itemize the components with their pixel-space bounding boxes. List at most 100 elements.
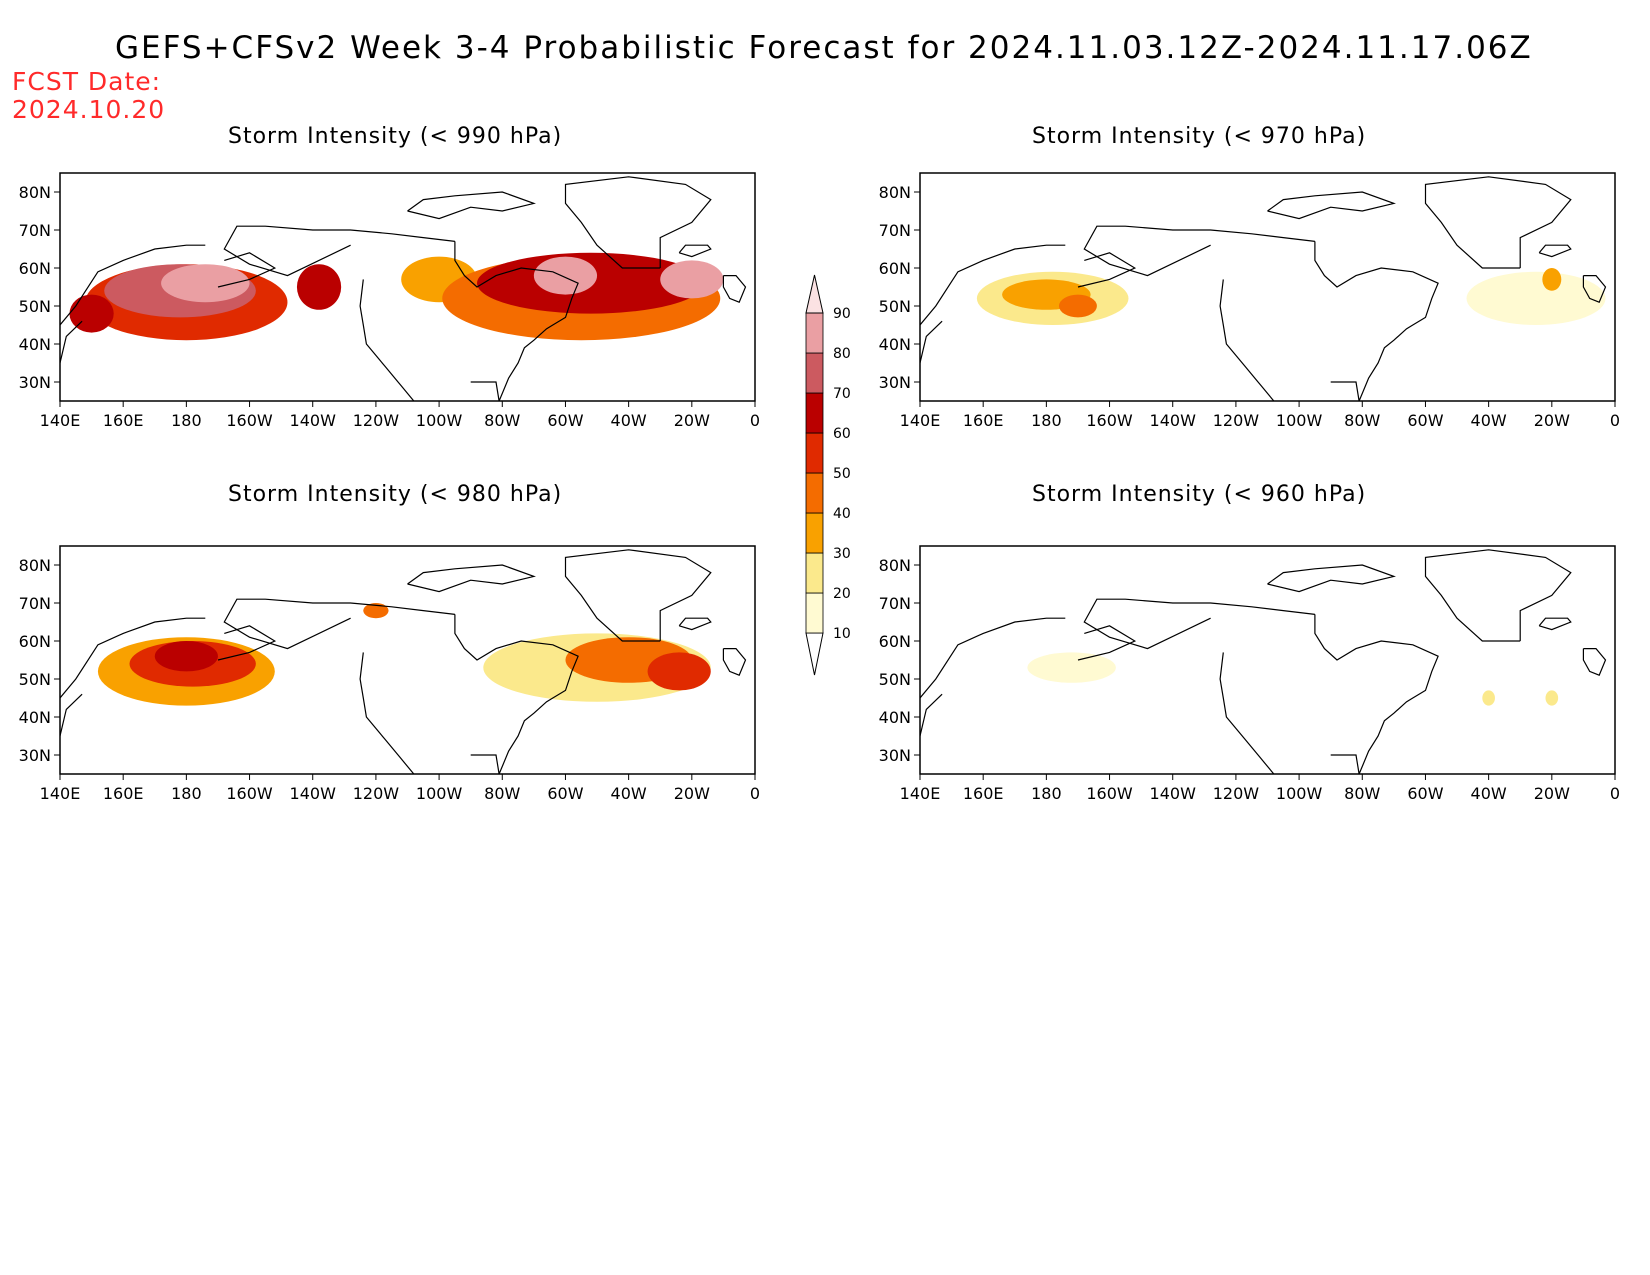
probability-area — [533, 256, 598, 295]
probability-area — [1542, 268, 1562, 291]
coastline — [1083, 598, 1315, 650]
colorbar-swatch — [805, 592, 824, 634]
coastline — [217, 625, 277, 661]
coastline — [1538, 617, 1572, 631]
coastline — [1219, 279, 1275, 401]
colorbar-swatch — [805, 312, 824, 354]
lon-tick-label: 160E — [963, 411, 1004, 430]
lat-tick-label: 50N — [19, 297, 51, 316]
map-frame — [59, 545, 756, 775]
lon-tick-label: 20W — [1534, 784, 1570, 803]
probability-area — [296, 264, 342, 310]
lon-tick-label: 140W — [290, 784, 337, 803]
panel-title-970: Storm Intensity (< 970 hPa) — [1032, 124, 1367, 149]
lon-tick-label: 140W — [1150, 411, 1197, 430]
lon-tick-label: 160W — [226, 411, 273, 430]
coastline — [60, 693, 83, 737]
lon-tick-label: 100W — [416, 784, 463, 803]
lat-tick-label: 30N — [19, 746, 51, 765]
probability-area — [647, 652, 711, 691]
main-title: GEFS+CFSv2 Week 3-4 Probabilistic Foreca… — [115, 30, 1533, 66]
lon-tick-label: 160W — [1086, 411, 1133, 430]
coastline — [1538, 244, 1572, 258]
lon-tick-label: 100W — [1276, 411, 1323, 430]
coastline — [1077, 252, 1137, 288]
map-frame — [919, 545, 1616, 775]
lon-tick-label: 120W — [353, 411, 400, 430]
probability-area — [161, 264, 250, 303]
colorbar-swatch — [805, 352, 824, 394]
lon-tick-label: 40W — [1471, 411, 1507, 430]
coastline — [678, 617, 712, 631]
lon-tick-label: 60W — [547, 784, 583, 803]
panel-title-990: Storm Intensity (< 990 hPa) — [228, 124, 563, 149]
lon-tick-label: 120W — [1213, 784, 1260, 803]
colorbar-label: 20 — [833, 586, 851, 602]
colorbar-label: 30 — [833, 546, 851, 562]
coastline — [1077, 625, 1137, 661]
probability-area — [154, 641, 218, 672]
lon-tick-label: 100W — [1276, 784, 1323, 803]
probability-area — [1482, 690, 1495, 706]
lon-tick-label: 20W — [1534, 411, 1570, 430]
lon-tick-label: 180 — [1031, 411, 1062, 430]
coastline — [407, 191, 536, 220]
coastline — [223, 598, 455, 650]
panel-title-960: Storm Intensity (< 960 hPa) — [1032, 482, 1367, 507]
colorbar-swatch — [805, 432, 824, 474]
colorbar-label: 50 — [833, 466, 851, 482]
lon-tick-label: 160E — [103, 784, 144, 803]
colorbar-label: 60 — [833, 426, 851, 442]
coastline — [920, 320, 943, 364]
lon-tick-label: 160E — [963, 784, 1004, 803]
lat-tick-label: 70N — [19, 221, 51, 240]
lon-tick-label: 180 — [171, 784, 202, 803]
map-panel-3: 140E 160E 180 160W 140W 120W 100W 80W 60W 40W 20W 0… — [879, 545, 1620, 803]
lat-tick-label: 50N — [19, 670, 51, 689]
coastline — [359, 279, 415, 401]
lon-tick-label: 60W — [1407, 784, 1443, 803]
lat-tick-label: 40N — [19, 335, 51, 354]
coastline — [60, 617, 206, 699]
coastline — [60, 244, 206, 326]
fcst-date-value: 2024.10.20 — [12, 95, 166, 124]
probability-area — [363, 603, 389, 619]
lon-tick-label: 80W — [1344, 411, 1380, 430]
lon-tick-label: 0 — [750, 411, 760, 430]
map-field — [920, 549, 1607, 774]
lat-tick-label: 30N — [879, 746, 911, 765]
coastline — [454, 241, 579, 401]
lat-tick-label: 60N — [19, 632, 51, 651]
probability-area — [1027, 652, 1116, 683]
colorbar-swatch — [805, 552, 824, 594]
coastline — [920, 244, 1066, 326]
lon-tick-label: 80W — [1344, 784, 1380, 803]
lon-tick-label: 140E — [900, 411, 941, 430]
lon-tick-label: 80W — [484, 784, 520, 803]
coastline — [1083, 225, 1315, 277]
colorbar-swatch — [805, 472, 824, 514]
lat-tick-label: 70N — [879, 594, 911, 613]
coastline — [1314, 614, 1439, 774]
lat-tick-label: 70N — [19, 594, 51, 613]
lat-tick-label: 40N — [879, 335, 911, 354]
colorbar-swatch — [805, 274, 824, 314]
colorbar: 10 20 30 40 50 60 70 80 90 — [805, 274, 851, 676]
lon-tick-label: 180 — [1031, 784, 1062, 803]
lon-tick-label: 80W — [484, 411, 520, 430]
probability-area — [660, 260, 724, 299]
coastline — [1582, 648, 1607, 676]
lat-tick-label: 40N — [879, 708, 911, 727]
map-frame — [59, 172, 756, 402]
lat-tick-label: 70N — [879, 221, 911, 240]
lat-tick-label: 60N — [19, 259, 51, 278]
map-panel-0: 140E 160E 180 160W 140W 120W 100W 80W 60W 40W 20W 0… — [19, 172, 760, 430]
lon-tick-label: 20W — [674, 784, 710, 803]
lon-tick-label: 100W — [416, 411, 463, 430]
coastline — [359, 652, 415, 774]
lat-tick-label: 60N — [879, 259, 911, 278]
colorbar-label: 40 — [833, 506, 851, 522]
fcst-date-block: FCST Date: 2024.10.20 — [12, 68, 165, 124]
coastline — [1267, 191, 1396, 220]
